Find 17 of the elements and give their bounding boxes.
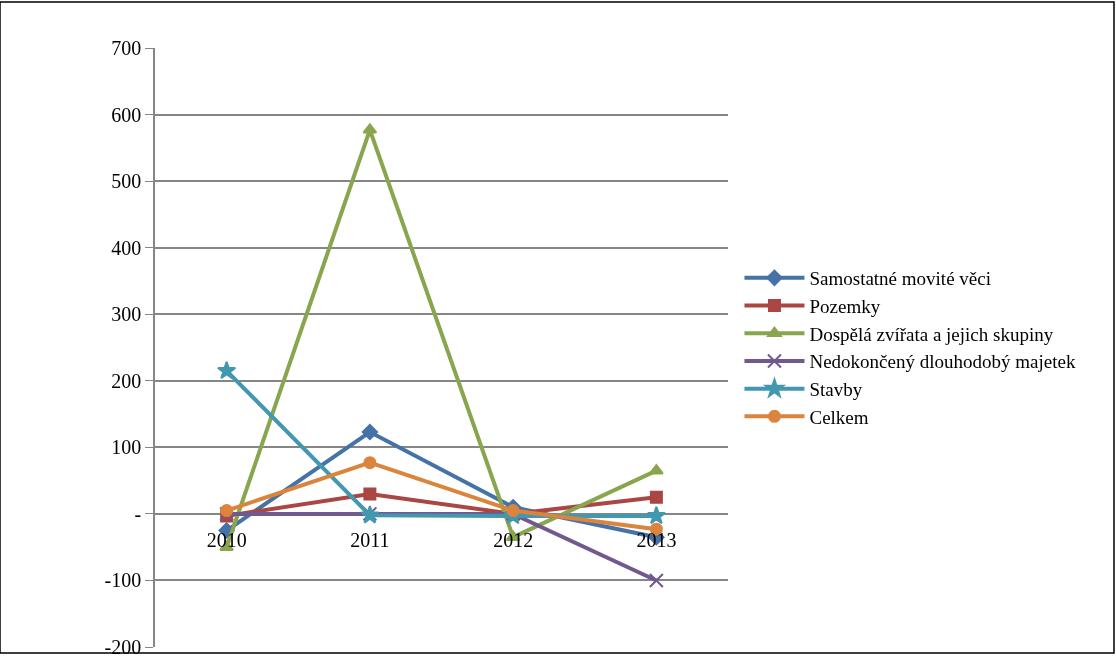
y-tick-label: -100 <box>104 569 142 592</box>
y-tick-label: 100 <box>111 436 142 459</box>
legend-label: Dospělá zvířata a jejich skupiny <box>809 323 1054 345</box>
y-tick-label: 300 <box>111 303 142 326</box>
legend-label: Stavby <box>809 379 863 401</box>
legend-label: Nedokončený dlouhodobý majetek <box>809 351 1076 373</box>
legend-label: Samostatné movité věci <box>809 268 991 290</box>
y-tick-label: 200 <box>111 369 142 392</box>
y-tick-label: 400 <box>111 236 142 259</box>
y-tick-label: - <box>134 502 142 525</box>
y-tick-label: 700 <box>111 37 142 59</box>
y-tick-label: 500 <box>111 170 142 193</box>
y-tick-label: 600 <box>111 103 142 126</box>
legend-label: Pozemky <box>809 295 881 317</box>
x-tick-label: 2011 <box>350 529 390 551</box>
x-tick-label: 2012 <box>493 529 534 551</box>
legend-label: Celkem <box>809 406 869 428</box>
